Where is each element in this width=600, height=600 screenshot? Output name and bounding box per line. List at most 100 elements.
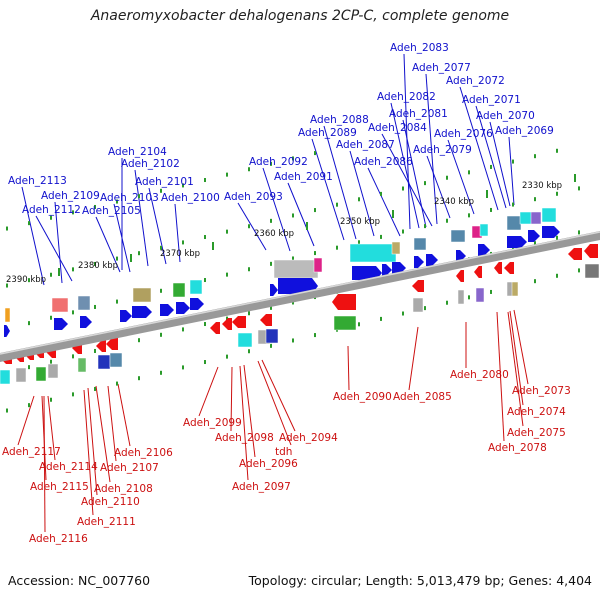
track-dot [314, 151, 316, 156]
guide-line-bottom [496, 311, 505, 442]
gene-label-bottom: Adeh_2099 [183, 417, 242, 429]
guide-line-bottom [43, 395, 46, 533]
guide-line-bottom [261, 359, 296, 432]
gene-label-bottom: Adeh_2073 [512, 385, 571, 397]
gene-box [349, 243, 397, 263]
track-dot [50, 272, 52, 277]
forward-gene-arrow [392, 262, 406, 274]
gene-box [313, 257, 323, 273]
gene-label-top: Adeh_2112 [22, 204, 81, 216]
guide-line-bottom [117, 383, 131, 447]
track-dot [270, 161, 272, 166]
gene-box [77, 357, 87, 373]
gene-label-top: Adeh_2084 [368, 122, 427, 134]
forward-gene-arrow [382, 264, 392, 276]
gene-box [77, 295, 91, 311]
gene-label-top: Adeh_2086 [354, 156, 413, 168]
gene-label-top: Adeh_2103 [100, 192, 159, 204]
scale-tick-mark [212, 242, 214, 250]
track-dot [292, 213, 294, 218]
track-dot [490, 207, 492, 212]
gene-label-bottom: Adeh_2085 [393, 391, 452, 403]
track-dot [292, 338, 294, 343]
gene-label-top: Adeh_2093 [224, 191, 283, 203]
forward-gene-arrow [80, 316, 92, 328]
track-dot [182, 183, 184, 188]
guide-line-top [381, 133, 433, 227]
guide-line-top [403, 53, 411, 230]
track-dot [402, 311, 404, 316]
forward-gene-arrow [528, 230, 540, 242]
track-dot [6, 283, 8, 288]
gene-box [511, 281, 519, 297]
track-dot [490, 289, 492, 294]
gene-box [172, 282, 186, 298]
guide-line-top [21, 186, 45, 286]
track-dot [50, 359, 52, 364]
forward-gene-arrow [176, 302, 190, 314]
scale-tick-label: 2390 kbp [6, 275, 46, 285]
forward-gene-arrow [507, 236, 527, 248]
gene-label-top: Adeh_2071 [462, 94, 521, 106]
track-dot [116, 299, 118, 304]
track-dot [358, 240, 360, 245]
gene-box [413, 237, 427, 251]
track-dot [556, 273, 558, 278]
track-dot [468, 213, 470, 218]
gene-box [47, 363, 59, 379]
track-dot [204, 322, 206, 327]
guide-line-top [311, 138, 345, 241]
track-dot [160, 370, 162, 375]
track-dot [116, 381, 118, 386]
track-dot [556, 235, 558, 240]
track-dot [72, 210, 74, 215]
forward-gene-arrow [132, 306, 152, 318]
reverse-gene-arrow [232, 316, 246, 328]
track-dot [94, 386, 96, 391]
gene-label-top: Adeh_2072 [446, 75, 505, 87]
track-dot [160, 288, 162, 293]
gene-label-top: Adeh_2081 [389, 108, 448, 120]
guide-line-top [148, 187, 167, 265]
gene-box [475, 287, 485, 303]
gene-label-bottom: Adeh_2111 [77, 516, 136, 528]
forward-gene-arrow [120, 310, 132, 322]
guide-line-bottom [513, 309, 529, 385]
guide-line-top [237, 202, 267, 251]
track-dot [270, 261, 272, 266]
backbone-highlight [0, 231, 600, 355]
gene-label-top: Adeh_2113 [8, 175, 67, 187]
guide-line-top [35, 215, 73, 282]
forward-gene-arrow [426, 254, 438, 266]
track-dot [292, 256, 294, 261]
gene-label-top: Adeh_2102 [121, 158, 180, 170]
forward-gene-arrow [278, 278, 318, 294]
guide-line-bottom [347, 345, 350, 391]
gene-label-top: Adeh_2092 [249, 156, 308, 168]
track-dot [182, 365, 184, 370]
track-dot [160, 332, 162, 337]
forward-gene-arrow [478, 244, 490, 256]
track-dot [138, 376, 140, 381]
forward-gene-arrow [542, 226, 560, 238]
track-dot [314, 333, 316, 338]
track-dot [336, 202, 338, 207]
track-dot [28, 278, 30, 283]
track-dot [226, 354, 228, 359]
track-dot [6, 226, 8, 231]
gene-box [132, 287, 152, 303]
gene-box [479, 223, 489, 237]
forward-gene-arrow [160, 304, 174, 316]
reverse-gene-arrow [210, 322, 220, 334]
guide-line-top [402, 119, 427, 228]
track-dot [6, 408, 8, 413]
gene-label-top: Adeh_2079 [413, 144, 472, 156]
track-dot [248, 224, 250, 229]
gene-label-bottom: Adeh_2090 [333, 391, 392, 403]
track-dot [512, 202, 514, 207]
gene-label-bottom: Adeh_2074 [507, 406, 566, 418]
gene-label-top: Adeh_2076 [434, 128, 493, 140]
backbone-band [0, 231, 600, 362]
genome-summary-text: Topology: circular; Length: 5,013,479 bp… [248, 573, 592, 588]
